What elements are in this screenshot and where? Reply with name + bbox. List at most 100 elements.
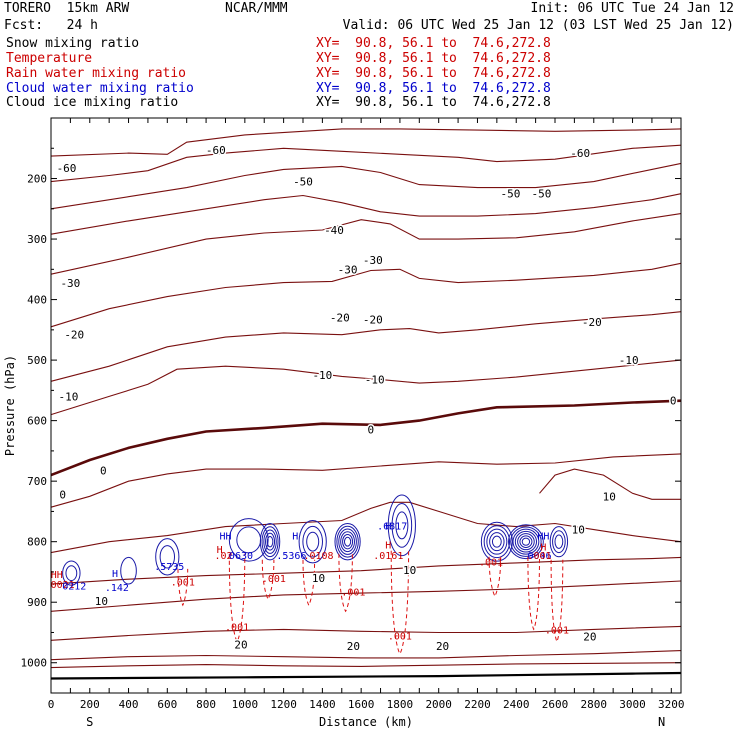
cloud-water-contour-4-0 xyxy=(259,522,281,561)
annotation-1: 0021 xyxy=(51,580,75,591)
field-rain-xy: XY= 90.8, 56.1 to 74.6,272.8 xyxy=(316,66,551,81)
cloud-water-contour-9-3 xyxy=(514,530,538,553)
annotation-19: .0161 xyxy=(373,551,403,562)
annotation-16: H xyxy=(385,521,391,532)
annotation-21: HH xyxy=(537,532,549,543)
x-tick-label-6: 1200 xyxy=(270,698,297,711)
center-title: NCAR/MMM xyxy=(225,1,288,16)
cloud-water-contour-6-3 xyxy=(340,531,355,553)
temperature-contour-13 xyxy=(50,580,682,612)
x-axis-label: Distance (km) xyxy=(319,715,413,729)
cloud-water-contour-8-2 xyxy=(486,528,508,555)
temperature-label-7: -30 xyxy=(338,263,358,276)
temperature-label-24: 10 xyxy=(312,572,325,585)
temperature-label-14: -10 xyxy=(312,369,332,382)
temperature-label-11: -20 xyxy=(363,314,383,327)
temperature-contour-5 xyxy=(50,262,682,328)
temperature-contour-4 xyxy=(50,213,682,275)
cloud-water-contour-6-0 xyxy=(334,522,361,561)
field-cloudwater-name: Cloud water mixing ratio xyxy=(6,81,194,96)
temperature-contour-8 xyxy=(50,399,682,477)
rain-shaft-6 xyxy=(488,556,502,598)
temperature-label-2: -60 xyxy=(570,147,590,160)
cloud-water-contour-9-0 xyxy=(508,524,544,560)
cloud-water-contour-9-2 xyxy=(512,528,540,555)
field-cloudice-name: Cloud ice mixing ratio xyxy=(6,95,179,110)
annotation-10: 0630 xyxy=(229,551,253,562)
annotation-27: .001 xyxy=(527,551,551,562)
temperature-contour-14 xyxy=(50,625,682,641)
temperature-label-17: -10 xyxy=(619,354,639,367)
cloud-water-contour-8-4 xyxy=(491,535,502,548)
rain-shaft-0 xyxy=(177,568,189,607)
cloud-water-contour-10-1 xyxy=(552,530,566,554)
x-tick-label-10: 2000 xyxy=(425,698,452,711)
temperature-contour-12 xyxy=(50,556,682,585)
cloud-water-contour-1-0 xyxy=(120,556,137,585)
cloud-water-contour-3-0 xyxy=(228,518,269,562)
y-tick-label-0: 200 xyxy=(27,173,47,186)
cloud-water-contour-8-0 xyxy=(480,521,513,562)
x-tick-label-3: 600 xyxy=(157,698,177,711)
rain-layer xyxy=(177,550,564,655)
x-tick-label-1: 200 xyxy=(80,698,100,711)
cloud-water-layer xyxy=(62,494,569,586)
temperature-label-22: 10 xyxy=(603,490,616,503)
field-cloudwater-xy: XY= 90.8, 56.1 to 74.6,272.8 xyxy=(316,81,551,96)
temperature-label-23: 10 xyxy=(572,524,585,537)
annotation-4: .142 xyxy=(105,583,129,594)
x-tick-label-4: 800 xyxy=(196,698,216,711)
temperature-label-3: -50 xyxy=(293,176,313,189)
temperature-label-0: -60 xyxy=(206,144,226,157)
temperature-label-8: -30 xyxy=(363,254,383,267)
annotation-23: 0046 xyxy=(527,551,551,562)
cloud-water-contour-0-0 xyxy=(62,560,81,586)
temperature-contour-10 xyxy=(50,501,682,554)
annotation-25: .001 xyxy=(388,632,412,643)
temperature-label-18: 0 xyxy=(368,424,375,437)
cloud-water-contour-2-0 xyxy=(155,538,180,576)
temperature-label-4: -50 xyxy=(500,188,520,201)
cloud-water-contour-7-2 xyxy=(395,511,409,540)
y-tick-label-8: 1000 xyxy=(21,657,48,670)
temperature-label-1: -60 xyxy=(57,162,77,175)
temperature-contour-16 xyxy=(50,662,682,669)
x-tick-label-8: 1600 xyxy=(348,698,375,711)
temperature-label-25: 10 xyxy=(403,564,416,577)
x-tick-label-12: 2400 xyxy=(503,698,530,711)
init-time: Init: 06 UTC Tue 24 Jan 12 xyxy=(530,1,735,16)
annotation-14: .0108 xyxy=(303,551,333,562)
cloud-water-contour-7-1 xyxy=(391,502,413,548)
annotation-18: H xyxy=(385,541,391,552)
y-tick-label-1: 300 xyxy=(27,233,47,246)
annotation-8: H xyxy=(217,545,223,556)
x-tick-label-14: 2800 xyxy=(581,698,608,711)
temperature-label-16: -10 xyxy=(59,390,79,403)
annotation-3: H xyxy=(112,569,118,580)
y-tick-label-6: 800 xyxy=(27,536,47,549)
forecast-hour: Fcst: 24 h xyxy=(4,18,98,33)
cloud-water-contour-7-0 xyxy=(387,494,416,557)
field-temperature-name: Temperature xyxy=(6,51,93,66)
cloud-water-contour-5-2 xyxy=(306,531,320,552)
cloud-water-contour-9-5 xyxy=(519,535,533,548)
temperature-label-9: -30 xyxy=(60,277,80,290)
axes-layer: 0 200 400 600 800 1000 1200 1400 1600 1800 2000 220… xyxy=(3,118,685,729)
annotation-22: H xyxy=(540,543,546,554)
y-tick-label-4: 600 xyxy=(27,415,47,428)
annotation-9: .02 xyxy=(214,551,232,562)
cloud-water-contour-4-2 xyxy=(263,529,277,554)
annotation-6: .001 xyxy=(171,578,195,589)
temperature-label-10: -20 xyxy=(330,312,350,325)
contour-layer xyxy=(50,128,682,680)
cloud-water-contour-9-1 xyxy=(510,526,542,557)
x-tick-label-16: 3200 xyxy=(658,698,685,711)
temperature-label-13: -20 xyxy=(582,316,602,329)
cloud-water-contour-9-6 xyxy=(521,537,531,546)
rain-shaft-3 xyxy=(302,559,316,607)
cloud-water-contour-8-1 xyxy=(483,525,511,559)
y-tick-label-3: 500 xyxy=(27,354,47,367)
field-snow-name: Snow mixing ratio xyxy=(6,36,140,51)
x-tick-label-15: 3000 xyxy=(619,698,646,711)
